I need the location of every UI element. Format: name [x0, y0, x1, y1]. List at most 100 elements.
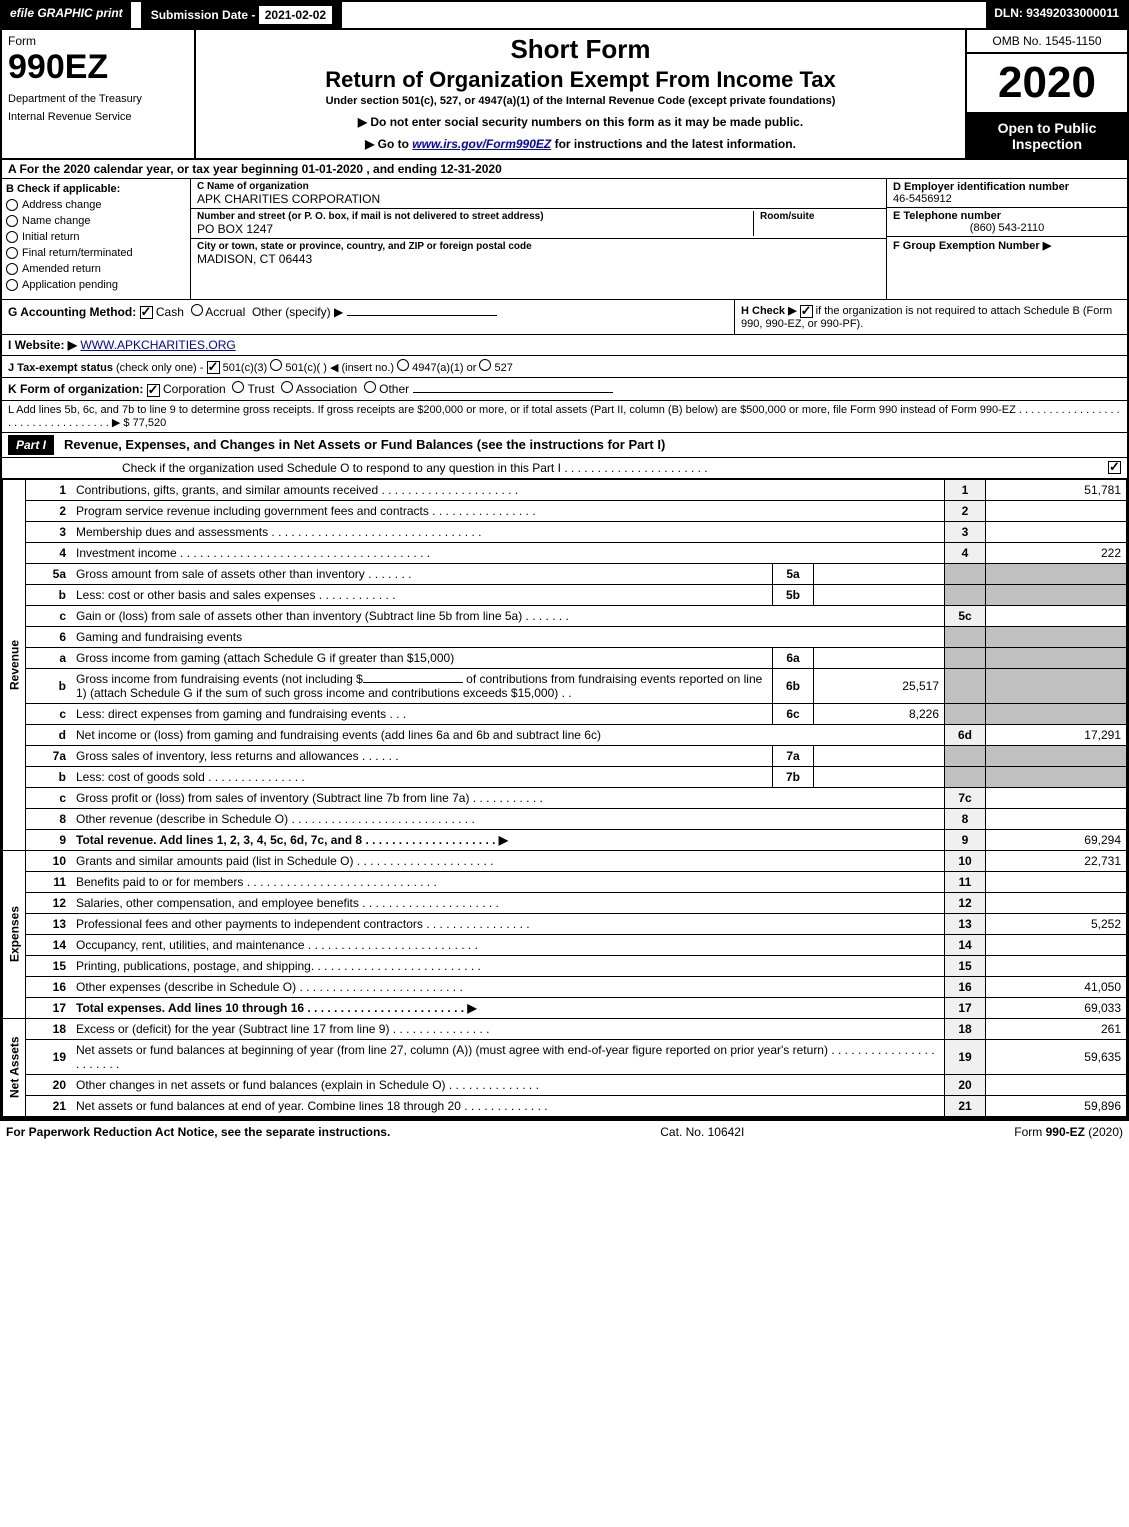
h-label: H Check ▶: [741, 305, 800, 317]
j-501c3[interactable]: [207, 361, 220, 374]
table-row: c Gross profit or (loss) from sales of i…: [3, 787, 1127, 808]
table-row: c Less: direct expenses from gaming and …: [3, 703, 1127, 724]
check-address-change[interactable]: Address change: [6, 199, 186, 211]
accounting-method: G Accounting Method: Cash Accrual Other …: [2, 300, 734, 334]
k-trust[interactable]: [232, 381, 244, 393]
website-link[interactable]: WWW.APKCHARITIES.ORG: [80, 338, 235, 352]
check-amended-return[interactable]: Amended return: [6, 263, 186, 275]
accrual-label: Accrual: [205, 305, 245, 319]
form-word: Form: [8, 34, 188, 48]
k-assoc[interactable]: [281, 381, 293, 393]
submission-date: Submission Date - 2021-02-02: [141, 2, 342, 28]
part1-title: Revenue, Expenses, and Changes in Net As…: [60, 433, 669, 456]
col-b: B Check if applicable: Address change Na…: [2, 179, 191, 299]
table-row: 21 Net assets or fund balances at end of…: [3, 1095, 1127, 1116]
j-527[interactable]: [479, 359, 491, 371]
h-checkbox[interactable]: [800, 305, 813, 318]
table-row: a Gross income from gaming (attach Sched…: [3, 647, 1127, 668]
city-label: City or town, state or province, country…: [197, 241, 880, 252]
row-j: J Tax-exempt status (check only one) - 5…: [2, 356, 1127, 379]
ein-label: D Employer identification number: [893, 181, 1121, 193]
org-name-row: C Name of organization APK CHARITIES COR…: [191, 179, 886, 209]
table-row: 15 Printing, publications, postage, and …: [3, 955, 1127, 976]
addr-value: PO BOX 1247: [197, 222, 753, 236]
section-bcd: B Check if applicable: Address change Na…: [2, 179, 1127, 300]
table-row: 9 Total revenue. Add lines 1, 2, 3, 4, 5…: [3, 829, 1127, 850]
line-a: A For the 2020 calendar year, or tax yea…: [2, 160, 1127, 179]
other-label: Other (specify) ▶: [252, 305, 343, 319]
title-short-form: Short Form: [204, 34, 957, 65]
row-g-h: G Accounting Method: Cash Accrual Other …: [2, 300, 1127, 335]
table-row: 20 Other changes in net assets or fund b…: [3, 1074, 1127, 1095]
j-4947[interactable]: [397, 359, 409, 371]
j-501c[interactable]: [270, 359, 282, 371]
b-title: B Check if applicable:: [6, 183, 186, 195]
check-name-change[interactable]: Name change: [6, 215, 186, 227]
row-k: K Form of organization: Corporation Trus…: [2, 378, 1127, 400]
accrual-checkbox[interactable]: [191, 304, 203, 316]
j-small: (check only one): [116, 362, 197, 374]
part1-checkbox[interactable]: [1108, 461, 1121, 474]
expenses-side-label: Expenses: [3, 850, 26, 1018]
table-row: 16 Other expenses (describe in Schedule …: [3, 976, 1127, 997]
phone-box: E Telephone number (860) 543-2110: [887, 208, 1127, 237]
part1-header: Part I Revenue, Expenses, and Changes in…: [2, 433, 1127, 458]
note-ssn: ▶ Do not enter social security numbers o…: [204, 115, 957, 129]
table-row: 7a Gross sales of inventory, less return…: [3, 745, 1127, 766]
table-row: 6 Gaming and fundraising events: [3, 626, 1127, 647]
submission-date-value: 2021-02-02: [259, 6, 332, 24]
phone-value: (860) 543-2110: [893, 222, 1121, 234]
check-application-pending[interactable]: Application pending: [6, 279, 186, 291]
table-row: 13 Professional fees and other payments …: [3, 913, 1127, 934]
check-initial-return[interactable]: Initial return: [6, 231, 186, 243]
efile-print[interactable]: efile GRAPHIC print: [2, 2, 131, 28]
dept-treasury: Department of the Treasury: [8, 93, 188, 105]
k-label: K Form of organization:: [8, 382, 143, 396]
phone-label: E Telephone number: [893, 210, 1121, 222]
city-row: City or town, state or province, country…: [191, 239, 886, 268]
cash-checkbox[interactable]: [140, 306, 153, 319]
part1-check-text: Check if the organization used Schedule …: [122, 461, 708, 475]
table-row: 14 Occupancy, rent, utilities, and maint…: [3, 934, 1127, 955]
table-row: 17 Total expenses. Add lines 10 through …: [3, 997, 1127, 1018]
k-corp[interactable]: [147, 384, 160, 397]
submission-label: Submission Date -: [151, 8, 259, 22]
check-final-return[interactable]: Final return/terminated: [6, 247, 186, 259]
footer: For Paperwork Reduction Act Notice, see …: [0, 1119, 1129, 1143]
revenue-side-label: Revenue: [3, 479, 26, 850]
net-side-label: Net Assets: [3, 1018, 26, 1116]
row-i: I Website: ▶ WWW.APKCHARITIES.ORG: [2, 335, 1127, 356]
col-c: C Name of organization APK CHARITIES COR…: [191, 179, 886, 299]
org-name: APK CHARITIES CORPORATION: [197, 192, 880, 206]
addr-label: Number and street (or P. O. box, if mail…: [197, 211, 753, 222]
footer-mid: Cat. No. 10642I: [660, 1125, 744, 1139]
header: Form 990EZ Department of the Treasury In…: [2, 30, 1127, 160]
cash-label: Cash: [156, 305, 184, 319]
room-label: Room/suite: [760, 211, 880, 222]
h-box: H Check ▶ if the organization is not req…: [734, 300, 1127, 334]
table-row: Net Assets 18 Excess or (deficit) for th…: [3, 1018, 1127, 1039]
table-row: Expenses 10 Grants and similar amounts p…: [3, 850, 1127, 871]
table-row: 12 Salaries, other compensation, and emp…: [3, 892, 1127, 913]
tax-year: 2020: [967, 54, 1127, 114]
title-return: Return of Organization Exempt From Incom…: [204, 67, 957, 93]
dept-irs: Internal Revenue Service: [8, 111, 188, 123]
note-goto-prefix: ▶ Go to: [365, 137, 412, 151]
irs-link[interactable]: www.irs.gov/Form990EZ: [412, 137, 551, 151]
table-row: b Less: cost or other basis and sales ex…: [3, 584, 1127, 605]
table-row: 11 Benefits paid to or for members . . .…: [3, 871, 1127, 892]
table-row: d Net income or (loss) from gaming and f…: [3, 724, 1127, 745]
subtitle: Under section 501(c), 527, or 4947(a)(1)…: [204, 95, 957, 107]
k-other[interactable]: [364, 381, 376, 393]
table-row: b Gross income from fundraising events (…: [3, 668, 1127, 703]
open-to-public: Open to Public Inspection: [967, 114, 1127, 158]
part1-check: Check if the organization used Schedule …: [2, 458, 1127, 479]
group-box: F Group Exemption Number ▶: [887, 237, 1127, 254]
table-row: 8 Other revenue (describe in Schedule O)…: [3, 808, 1127, 829]
table-row: 4 Investment income . . . . . . . . . . …: [3, 542, 1127, 563]
table-row: 3 Membership dues and assessments . . . …: [3, 521, 1127, 542]
table-row: 2 Program service revenue including gove…: [3, 500, 1127, 521]
table-row: 19 Net assets or fund balances at beginn…: [3, 1039, 1127, 1074]
note-goto: ▶ Go to www.irs.gov/Form990EZ for instru…: [204, 137, 957, 151]
top-bar: efile GRAPHIC print Submission Date - 20…: [2, 2, 1127, 30]
